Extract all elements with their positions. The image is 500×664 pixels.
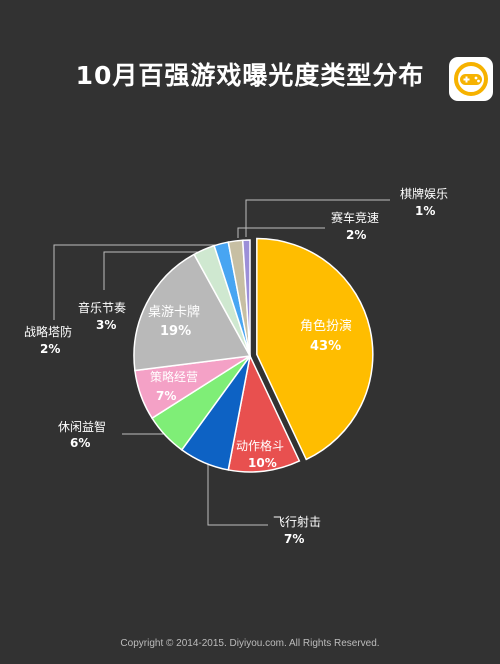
pie-slice-5	[133, 253, 252, 372]
pie-slice-0	[256, 237, 374, 461]
label-pct-tower: 2%	[40, 342, 60, 356]
label-pct-flight: 7%	[284, 532, 304, 546]
label-name-tower: 战略塔防	[24, 324, 72, 339]
pie-slice-9	[241, 239, 251, 357]
label-pct-strategy: 7%	[156, 389, 176, 403]
leader-line-tower	[53, 244, 220, 320]
label-name-action: 动作格斗	[236, 438, 284, 453]
label-pct-racing: 2%	[346, 228, 366, 242]
leader-line-music	[103, 251, 202, 290]
page-title: 10月百强游戏曝光度类型分布	[75, 61, 425, 90]
label-pct-rpg: 43%	[310, 339, 341, 354]
app-logo[interactable]	[449, 57, 493, 101]
label-pct-music: 3%	[96, 318, 116, 332]
copyright-notice: Copyright © 2014-2015. Diyiyou.com. All …	[120, 638, 380, 649]
label-name-flight: 飞行射击	[273, 514, 321, 529]
label-pct-action: 10%	[248, 456, 277, 470]
label-pct-casual: 6%	[70, 436, 90, 450]
label-name-rpg: 角色扮演	[300, 318, 352, 334]
leader-line-racing	[237, 227, 325, 238]
leader-line-flight	[207, 462, 268, 526]
label-name-board: 棋牌娱乐	[400, 187, 448, 201]
label-pct-board: 1%	[415, 204, 435, 218]
label-name-music: 音乐节奏	[78, 300, 126, 315]
label-name-racing: 赛车竞速	[331, 210, 379, 225]
label-name-casual: 休闲益智	[58, 419, 106, 434]
label-name-strategy: 策略经营	[150, 369, 198, 384]
pie-slices	[133, 237, 374, 473]
label-pct-cards: 19%	[160, 324, 191, 339]
label-name-cards: 桌游卡牌	[148, 304, 200, 320]
pie-slice-1	[227, 353, 301, 473]
gamepad-icon	[454, 62, 488, 96]
leader-line-board	[245, 199, 390, 237]
